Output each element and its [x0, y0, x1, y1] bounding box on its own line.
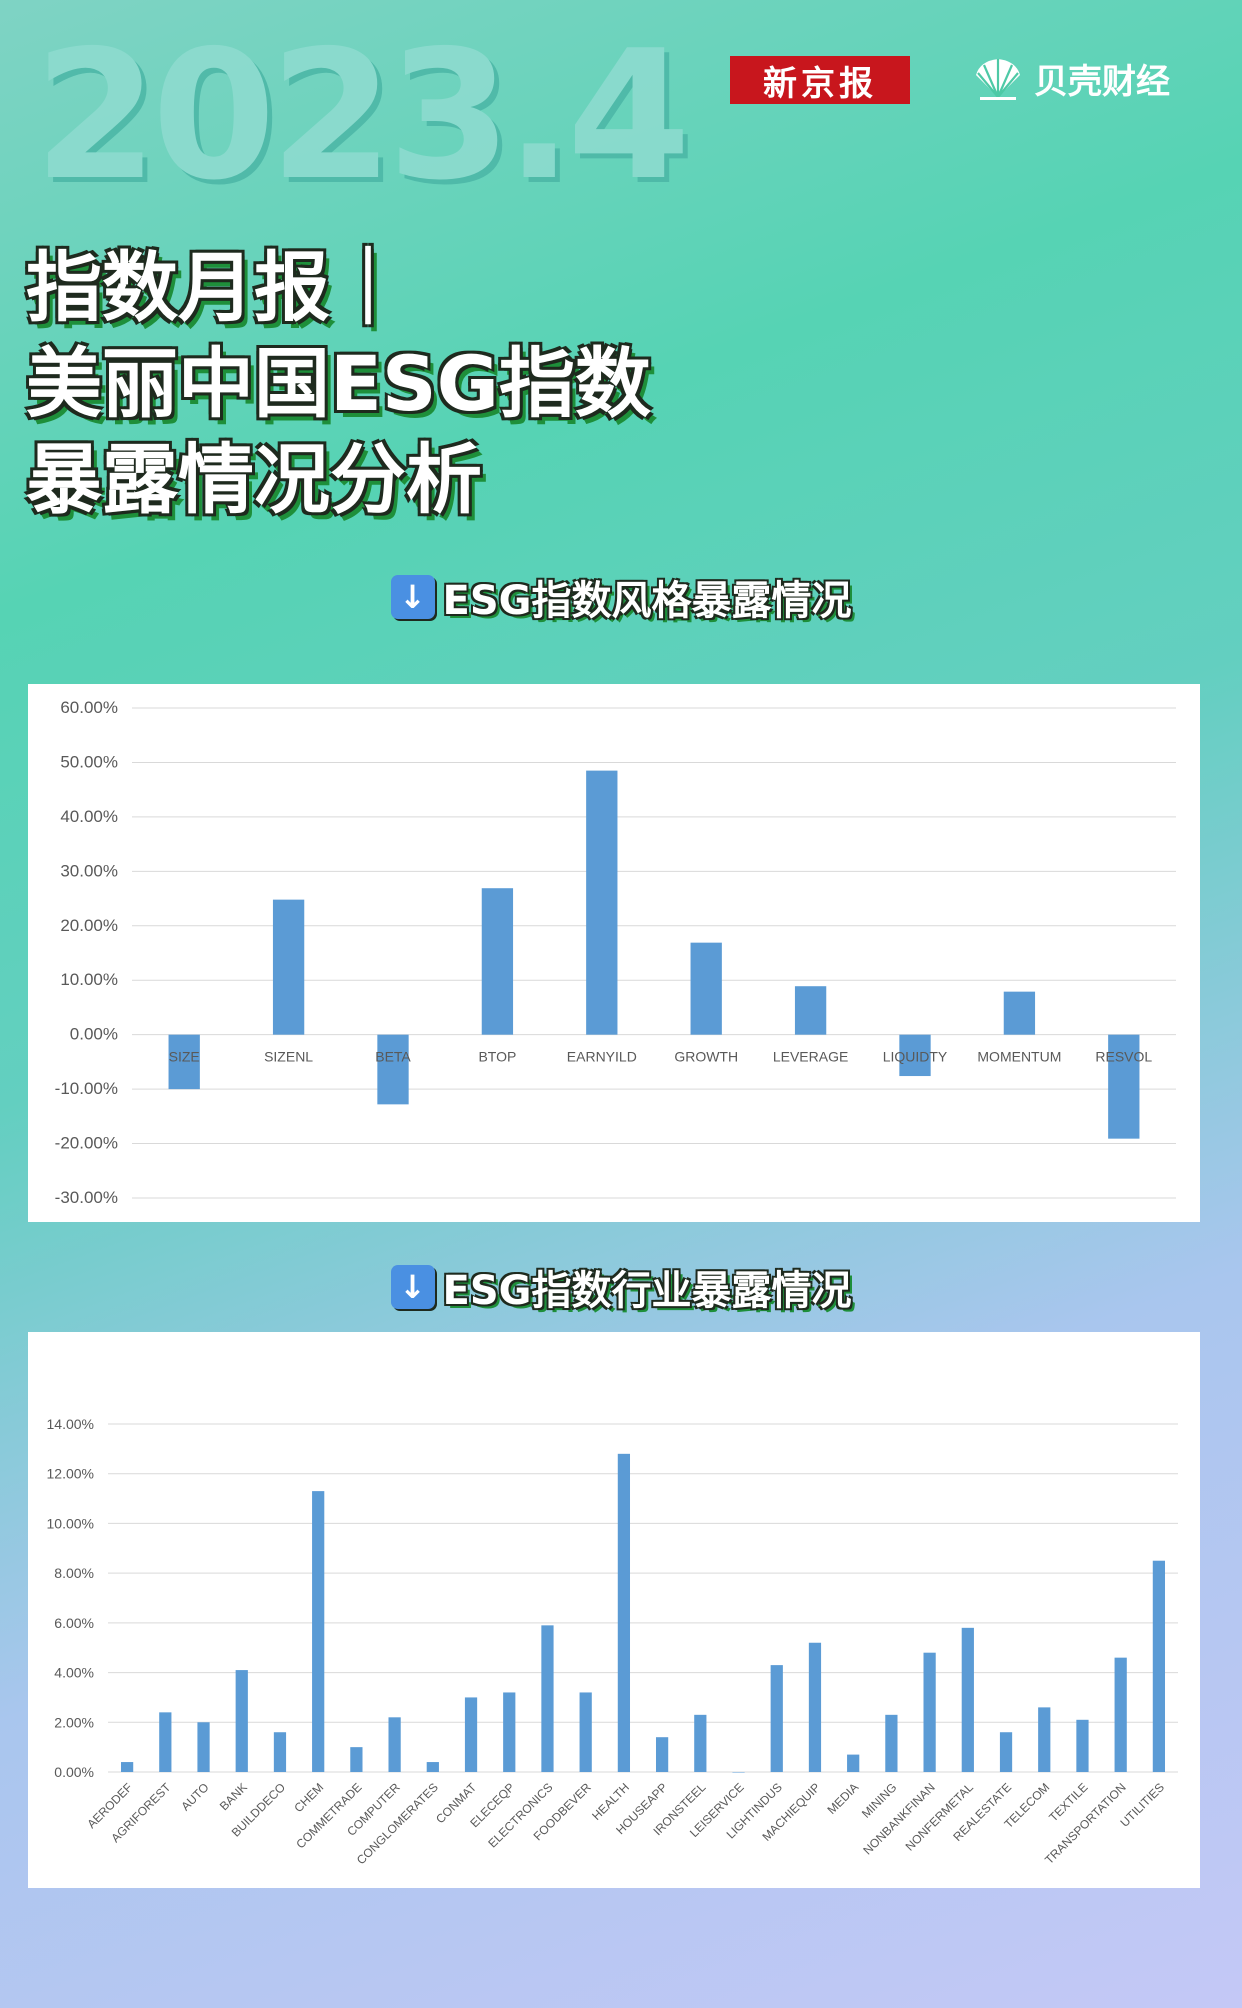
- bar-aerodef: [120, 1762, 134, 1772]
- industry-exposure-chart: 0.00% 2.00% 4.00% 6.00% 8.00% 10.00% 12.00% 14.…: [28, 1332, 1200, 1888]
- bar-chem: [312, 1491, 325, 1772]
- y-tick-label: -20.00%: [55, 1134, 118, 1153]
- bar-resvol: [1108, 1034, 1140, 1139]
- shell-icon: [976, 59, 1020, 100]
- x-tick-label: EARNYILD: [567, 1049, 637, 1065]
- bar-auto: [197, 1722, 210, 1772]
- bar-beta: [377, 1034, 409, 1105]
- beike-finance-logo-text: 贝壳财经: [1034, 61, 1170, 102]
- y-tick-label: 50.00%: [60, 752, 118, 771]
- x-tick-label: MOMENTUM: [977, 1049, 1061, 1065]
- bar-houseapp: [655, 1737, 669, 1772]
- x-tick-label: LIQUIDTY: [883, 1049, 948, 1065]
- bar-textile: [1076, 1719, 1089, 1772]
- title-line-3: 暴露情况分析: [26, 435, 482, 524]
- industry-exposure-chart-svg: 0.00% 2.00% 4.00% 6.00% 8.00% 10.00% 12.00% 14.…: [47, 1416, 1178, 1867]
- bar-transportation: [1114, 1657, 1127, 1772]
- y-tick-label: 0.00%: [70, 1025, 118, 1044]
- background-year: 2023.4: [34, 12, 691, 219]
- x-tick-label: AUTO: [178, 1780, 211, 1813]
- bar-eleceqp: [503, 1692, 516, 1772]
- section-heading-style-text: ESG指数风格暴露情况: [442, 578, 852, 624]
- bar-btop: [481, 888, 514, 1035]
- x-tick-label: MEDIA: [825, 1780, 862, 1817]
- x-tick-label: BETA: [375, 1049, 411, 1065]
- bar-mining: [885, 1714, 898, 1772]
- y-tick-label: 0.00%: [54, 1764, 94, 1780]
- style-exposure-chart-svg: -30.00% -20.00% -10.00% 0.00% 10.00% 20.00% 30…: [55, 698, 1176, 1207]
- x-tick-label: GROWTH: [674, 1049, 738, 1065]
- x-tick-label: LEVERAGE: [773, 1049, 848, 1065]
- bar-builddeco: [273, 1732, 287, 1772]
- y-tick-label: 60.00%: [60, 698, 118, 717]
- bar-growth: [690, 942, 722, 1035]
- y-tick-label: -30.00%: [55, 1188, 118, 1207]
- bar-foodbever: [579, 1692, 592, 1772]
- x-tick-label: BTOP: [478, 1049, 516, 1065]
- page-title: 指数月报｜ 美丽中国ESG指数 暴露情况分析: [26, 240, 651, 528]
- bar-ironsteel: [694, 1714, 707, 1772]
- bar-momentum: [1003, 991, 1036, 1035]
- bar-lightindus: [770, 1665, 783, 1772]
- bar-earnyild: [586, 770, 618, 1035]
- title-line-1: 指数月报｜: [26, 243, 406, 332]
- bar-nonfermetal: [961, 1627, 974, 1772]
- y-tick-label: 12.00%: [47, 1466, 94, 1482]
- bar-bank: [235, 1670, 248, 1772]
- y-tick-label: 10.00%: [60, 970, 118, 989]
- bar-realestate: [999, 1732, 1013, 1772]
- y-tick-label: 30.00%: [60, 861, 118, 880]
- x-tick-label: NONFERMETAL: [903, 1780, 977, 1854]
- y-tick-label: 14.00%: [47, 1416, 94, 1432]
- bar-commetrade: [350, 1747, 363, 1772]
- bar-conglomerates: [426, 1762, 439, 1772]
- y-tick-label: 20.00%: [60, 916, 118, 935]
- xinjingbao-logo: 新京报: [730, 56, 910, 104]
- bar-conmat: [464, 1697, 478, 1772]
- bar-agriforest: [159, 1712, 172, 1772]
- bar-health: [617, 1453, 631, 1772]
- y-tick-label: 8.00%: [54, 1565, 94, 1581]
- bar-sizenl: [272, 899, 305, 1035]
- x-tick-label: CHEM: [291, 1780, 326, 1815]
- bar-media: [847, 1754, 860, 1772]
- y-tick-label: 6.00%: [54, 1615, 94, 1631]
- x-tick-label: SIZE: [169, 1049, 200, 1065]
- style-exposure-chart: -30.00% -20.00% -10.00% 0.00% 10.00% 20.00% 30…: [28, 684, 1200, 1222]
- bar-size: [168, 1034, 200, 1090]
- x-tick-label: COMMETRADE: [293, 1780, 364, 1851]
- x-tick-label: SIZENL: [264, 1049, 313, 1065]
- bar-electronics: [541, 1625, 554, 1772]
- x-tick-label: BANK: [217, 1780, 250, 1813]
- bar-computer: [388, 1717, 401, 1772]
- bar-machiequip: [808, 1642, 822, 1772]
- bar-telecom: [1038, 1707, 1051, 1772]
- bar-liquidty: [899, 1034, 931, 1077]
- down-arrow-icon: ↓: [390, 575, 435, 619]
- y-tick-label: 40.00%: [60, 807, 118, 826]
- xinjingbao-logo-text: 新京报: [763, 63, 877, 104]
- y-tick-label: 2.00%: [54, 1714, 94, 1730]
- bar-leverage: [794, 986, 827, 1035]
- section-heading-industry: ↓ ESG指数行业暴露情况: [0, 1258, 1242, 1316]
- y-tick-label: -10.00%: [55, 1079, 118, 1098]
- down-arrow-icon: ↓: [390, 1265, 435, 1309]
- x-tick-label: RESVOL: [1095, 1049, 1152, 1065]
- bar-leiservice: [732, 1772, 745, 1773]
- section-heading-style: ↓ ESG指数风格暴露情况: [0, 568, 1242, 626]
- beike-finance-logo: 贝壳财经: [970, 52, 1170, 104]
- title-line-2: 美丽中国ESG指数: [26, 339, 652, 428]
- bar-utilities: [1152, 1560, 1166, 1772]
- y-tick-label: 10.00%: [47, 1515, 94, 1531]
- y-tick-label: 4.00%: [54, 1665, 94, 1681]
- section-heading-industry-text: ESG指数行业暴露情况: [442, 1268, 852, 1314]
- bar-nonbankfinan: [923, 1652, 936, 1772]
